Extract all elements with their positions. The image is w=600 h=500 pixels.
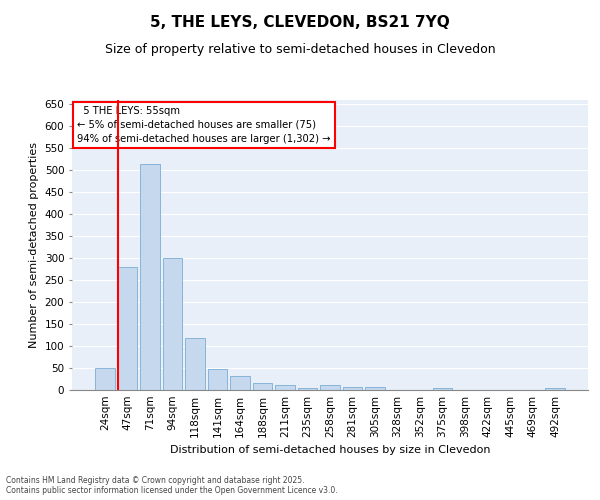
Bar	[343, 388, 362, 390]
Text: Contains HM Land Registry data © Crown copyright and database right 2025.
Contai: Contains HM Land Registry data © Crown c…	[6, 476, 338, 495]
Bar	[163, 258, 182, 390]
X-axis label: Distribution of semi-detached houses by size in Clevedon: Distribution of semi-detached houses by …	[170, 446, 490, 456]
Bar	[298, 388, 317, 390]
Bar	[545, 388, 565, 390]
Bar	[365, 388, 385, 390]
Bar	[230, 376, 250, 390]
Text: 5 THE LEYS: 55sqm  
← 5% of semi-detached houses are smaller (75)
94% of semi-de: 5 THE LEYS: 55sqm ← 5% of semi-detached …	[77, 106, 331, 144]
Bar	[208, 370, 227, 390]
Bar	[185, 338, 205, 390]
Bar	[320, 384, 340, 390]
Text: 5, THE LEYS, CLEVEDON, BS21 7YQ: 5, THE LEYS, CLEVEDON, BS21 7YQ	[150, 15, 450, 30]
Bar	[95, 368, 115, 390]
Bar	[140, 164, 160, 390]
Bar	[253, 384, 272, 390]
Bar	[118, 267, 137, 390]
Text: Size of property relative to semi-detached houses in Clevedon: Size of property relative to semi-detach…	[104, 42, 496, 56]
Bar	[275, 384, 295, 390]
Bar	[433, 388, 452, 390]
Y-axis label: Number of semi-detached properties: Number of semi-detached properties	[29, 142, 39, 348]
